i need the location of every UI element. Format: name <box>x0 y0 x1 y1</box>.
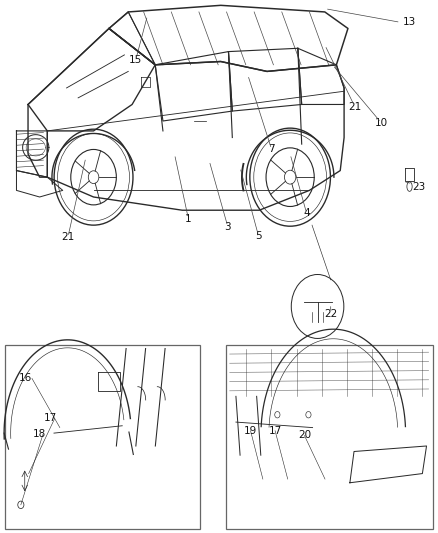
Text: 18: 18 <box>33 430 46 439</box>
Text: 19: 19 <box>244 426 257 435</box>
Text: 10: 10 <box>374 118 388 127</box>
Text: 15: 15 <box>129 55 142 64</box>
Text: 23: 23 <box>413 182 426 191</box>
Text: 17: 17 <box>268 426 282 435</box>
Text: 21: 21 <box>348 102 361 111</box>
Text: 7: 7 <box>268 144 275 154</box>
Text: 3: 3 <box>224 222 231 231</box>
Text: 5: 5 <box>255 231 262 240</box>
Text: 4: 4 <box>303 208 310 218</box>
Text: 16: 16 <box>19 374 32 383</box>
Bar <box>226 345 433 529</box>
Text: 13: 13 <box>403 18 416 27</box>
Text: 17: 17 <box>44 414 57 423</box>
Bar <box>5 345 200 529</box>
Text: 21: 21 <box>61 232 74 242</box>
Text: 22: 22 <box>324 310 337 319</box>
Text: 20: 20 <box>298 431 311 440</box>
Text: 1: 1 <box>185 214 192 223</box>
